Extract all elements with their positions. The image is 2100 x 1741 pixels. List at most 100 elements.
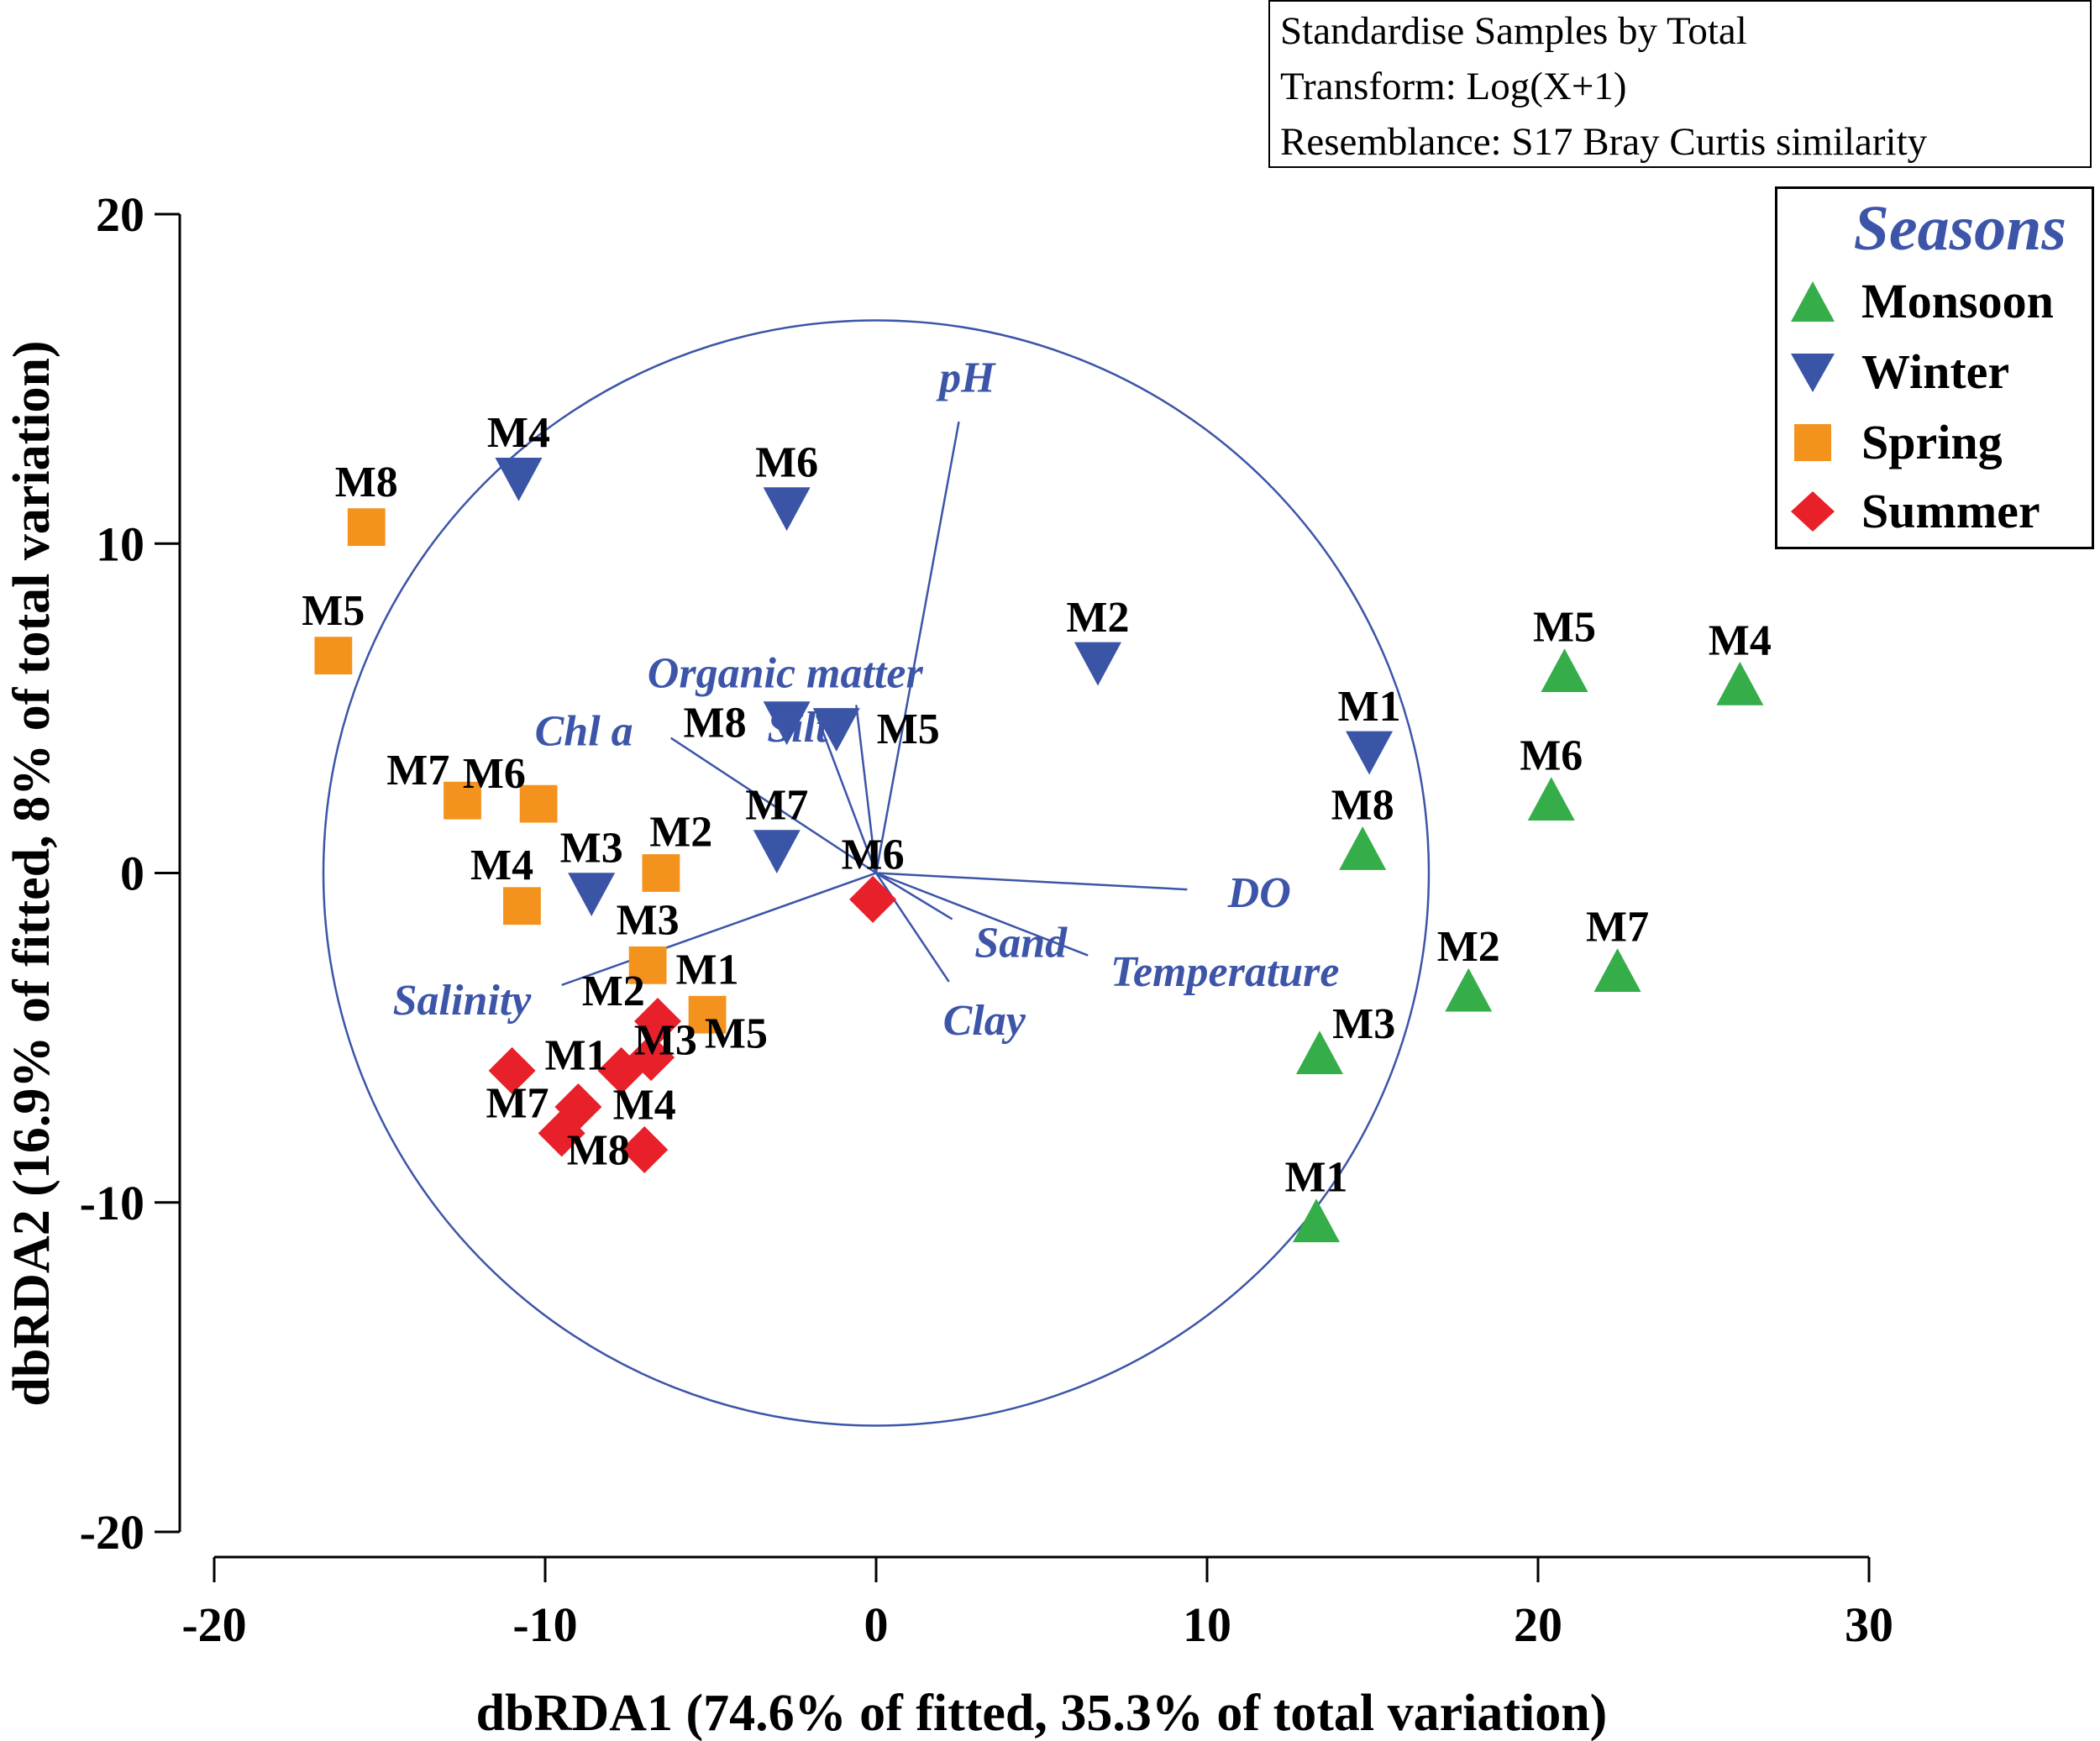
legend-label: Summer	[1861, 484, 2040, 538]
point-spring-m2	[642, 854, 680, 892]
vector-clay	[874, 872, 950, 983]
transform-notes: Standardise Samples by Total Transform: …	[1268, 0, 2092, 168]
point-winter-m7	[753, 830, 801, 874]
point-summer-m1	[488, 1046, 536, 1094]
point-spring-m6	[519, 784, 558, 823]
point-monsoon-m5	[1541, 648, 1588, 693]
point-summer-m5	[627, 1034, 675, 1082]
vector-sand	[875, 872, 953, 920]
point-label: M4	[470, 842, 533, 889]
legend-item-winter: Winter	[1789, 343, 2009, 400]
point-winter-m5	[812, 708, 860, 752]
point-label: M2	[1066, 594, 1129, 642]
point-label: M5	[705, 1010, 768, 1058]
x-tick-label: 20	[1514, 1597, 1562, 1652]
point-label: M4	[613, 1081, 676, 1129]
point-label: M2	[1437, 923, 1500, 971]
x-tick-label: -10	[512, 1597, 577, 1652]
vector-temperature	[875, 872, 1089, 957]
legend-label: Spring	[1861, 415, 2003, 469]
point-label: M3	[1332, 1000, 1395, 1048]
point-spring-m3	[628, 946, 667, 984]
point-label: M5	[302, 587, 365, 635]
vector-label: Silt	[767, 704, 829, 752]
point-label: M6	[1520, 732, 1583, 780]
legend-label: Monsoon	[1861, 274, 2054, 328]
y-tick-label: 0	[120, 847, 144, 901]
point-spring-m1	[688, 995, 727, 1034]
point-label: M2	[582, 968, 645, 1015]
x-axis-label: dbRDA1 (74.6% of fitted, 35.3% of total …	[476, 1685, 1608, 1741]
square-icon	[1794, 423, 1831, 461]
legend-item-monsoon: Monsoon	[1789, 273, 2054, 329]
vector-ph	[874, 421, 960, 873]
point-winter-m1	[1346, 731, 1394, 775]
point-winter-m4	[495, 458, 543, 501]
point-label: M1	[676, 947, 739, 994]
point-label: M2	[649, 809, 712, 857]
point-summer-m8	[554, 1083, 602, 1130]
point-monsoon-m8	[1339, 826, 1387, 870]
x-tick-label: 10	[1183, 1597, 1231, 1652]
point-summer-m6	[849, 875, 897, 923]
point-monsoon-m2	[1445, 968, 1493, 1012]
point-label: M3	[560, 824, 623, 872]
point-label: M7	[745, 781, 808, 829]
point-label: M1	[544, 1032, 607, 1080]
y-tick-label: -20	[80, 1505, 144, 1560]
point-label: M8	[335, 459, 398, 506]
legend-label: Winter	[1861, 344, 2010, 399]
point-spring-m5	[314, 637, 353, 675]
point-label: M5	[1533, 604, 1596, 652]
x-tick-label: 0	[864, 1597, 889, 1652]
point-monsoon-m6	[1527, 777, 1575, 821]
vector-label: Organic matter	[648, 650, 924, 698]
point-label: M7	[1586, 904, 1649, 952]
point-label: M1	[1284, 1154, 1347, 1202]
y-tick-label: 10	[96, 517, 144, 571]
x-tick-label: 30	[1845, 1597, 1893, 1652]
x-tick-label: -20	[181, 1597, 246, 1652]
point-label: M6	[463, 750, 526, 798]
legend-title: Seasons	[1853, 193, 2066, 264]
vector-chl-a	[670, 737, 877, 874]
point-monsoon-m4	[1716, 661, 1764, 705]
vector-label: Chl a	[535, 708, 633, 756]
point-label: M8	[1331, 781, 1394, 829]
y-tick-label: 20	[96, 187, 144, 242]
correlation-circle	[322, 319, 1431, 1427]
legend-item-summer: Summer	[1789, 483, 2040, 539]
point-label: M8	[567, 1126, 630, 1174]
y-tick-label: -10	[80, 1176, 144, 1230]
vector-do	[875, 872, 1188, 891]
vector-label: Salinity	[393, 977, 533, 1025]
point-summer-m2	[633, 998, 681, 1046]
point-label: M8	[684, 699, 747, 747]
point-spring-m4	[503, 887, 541, 926]
vector-label: pH	[936, 354, 996, 402]
legend: Seasons Monsoon Winter Spring Summer	[1775, 186, 2094, 549]
point-monsoon-m3	[1295, 1030, 1343, 1075]
note-line: Transform: Log(X+1)	[1280, 65, 1627, 108]
diamond-icon	[1791, 490, 1835, 532]
point-summer-m4	[621, 1125, 669, 1173]
point-label: M6	[755, 439, 818, 487]
vector-label: Clay	[943, 997, 1026, 1045]
point-label: M7	[486, 1079, 549, 1127]
point-label: M4	[487, 409, 550, 457]
vector-label: DO	[1227, 869, 1291, 917]
point-monsoon-m1	[1293, 1198, 1341, 1243]
triangle-up-icon	[1791, 281, 1835, 322]
point-label: M4	[1709, 616, 1772, 664]
point-winter-m3	[568, 873, 616, 917]
y-axis-label: dbRDA2 (16.9% of fitted, 8% of total var…	[3, 340, 60, 1406]
point-label: M6	[842, 831, 905, 878]
point-winter-m2	[1074, 642, 1121, 686]
point-winter-m8	[763, 701, 811, 746]
vector-silt	[855, 705, 878, 873]
point-label: M1	[1338, 683, 1401, 731]
legend-item-spring: Spring	[1789, 414, 2003, 470]
vector-label: Temperature	[1110, 948, 1340, 996]
note-line: Standardise Samples by Total	[1280, 9, 1747, 53]
